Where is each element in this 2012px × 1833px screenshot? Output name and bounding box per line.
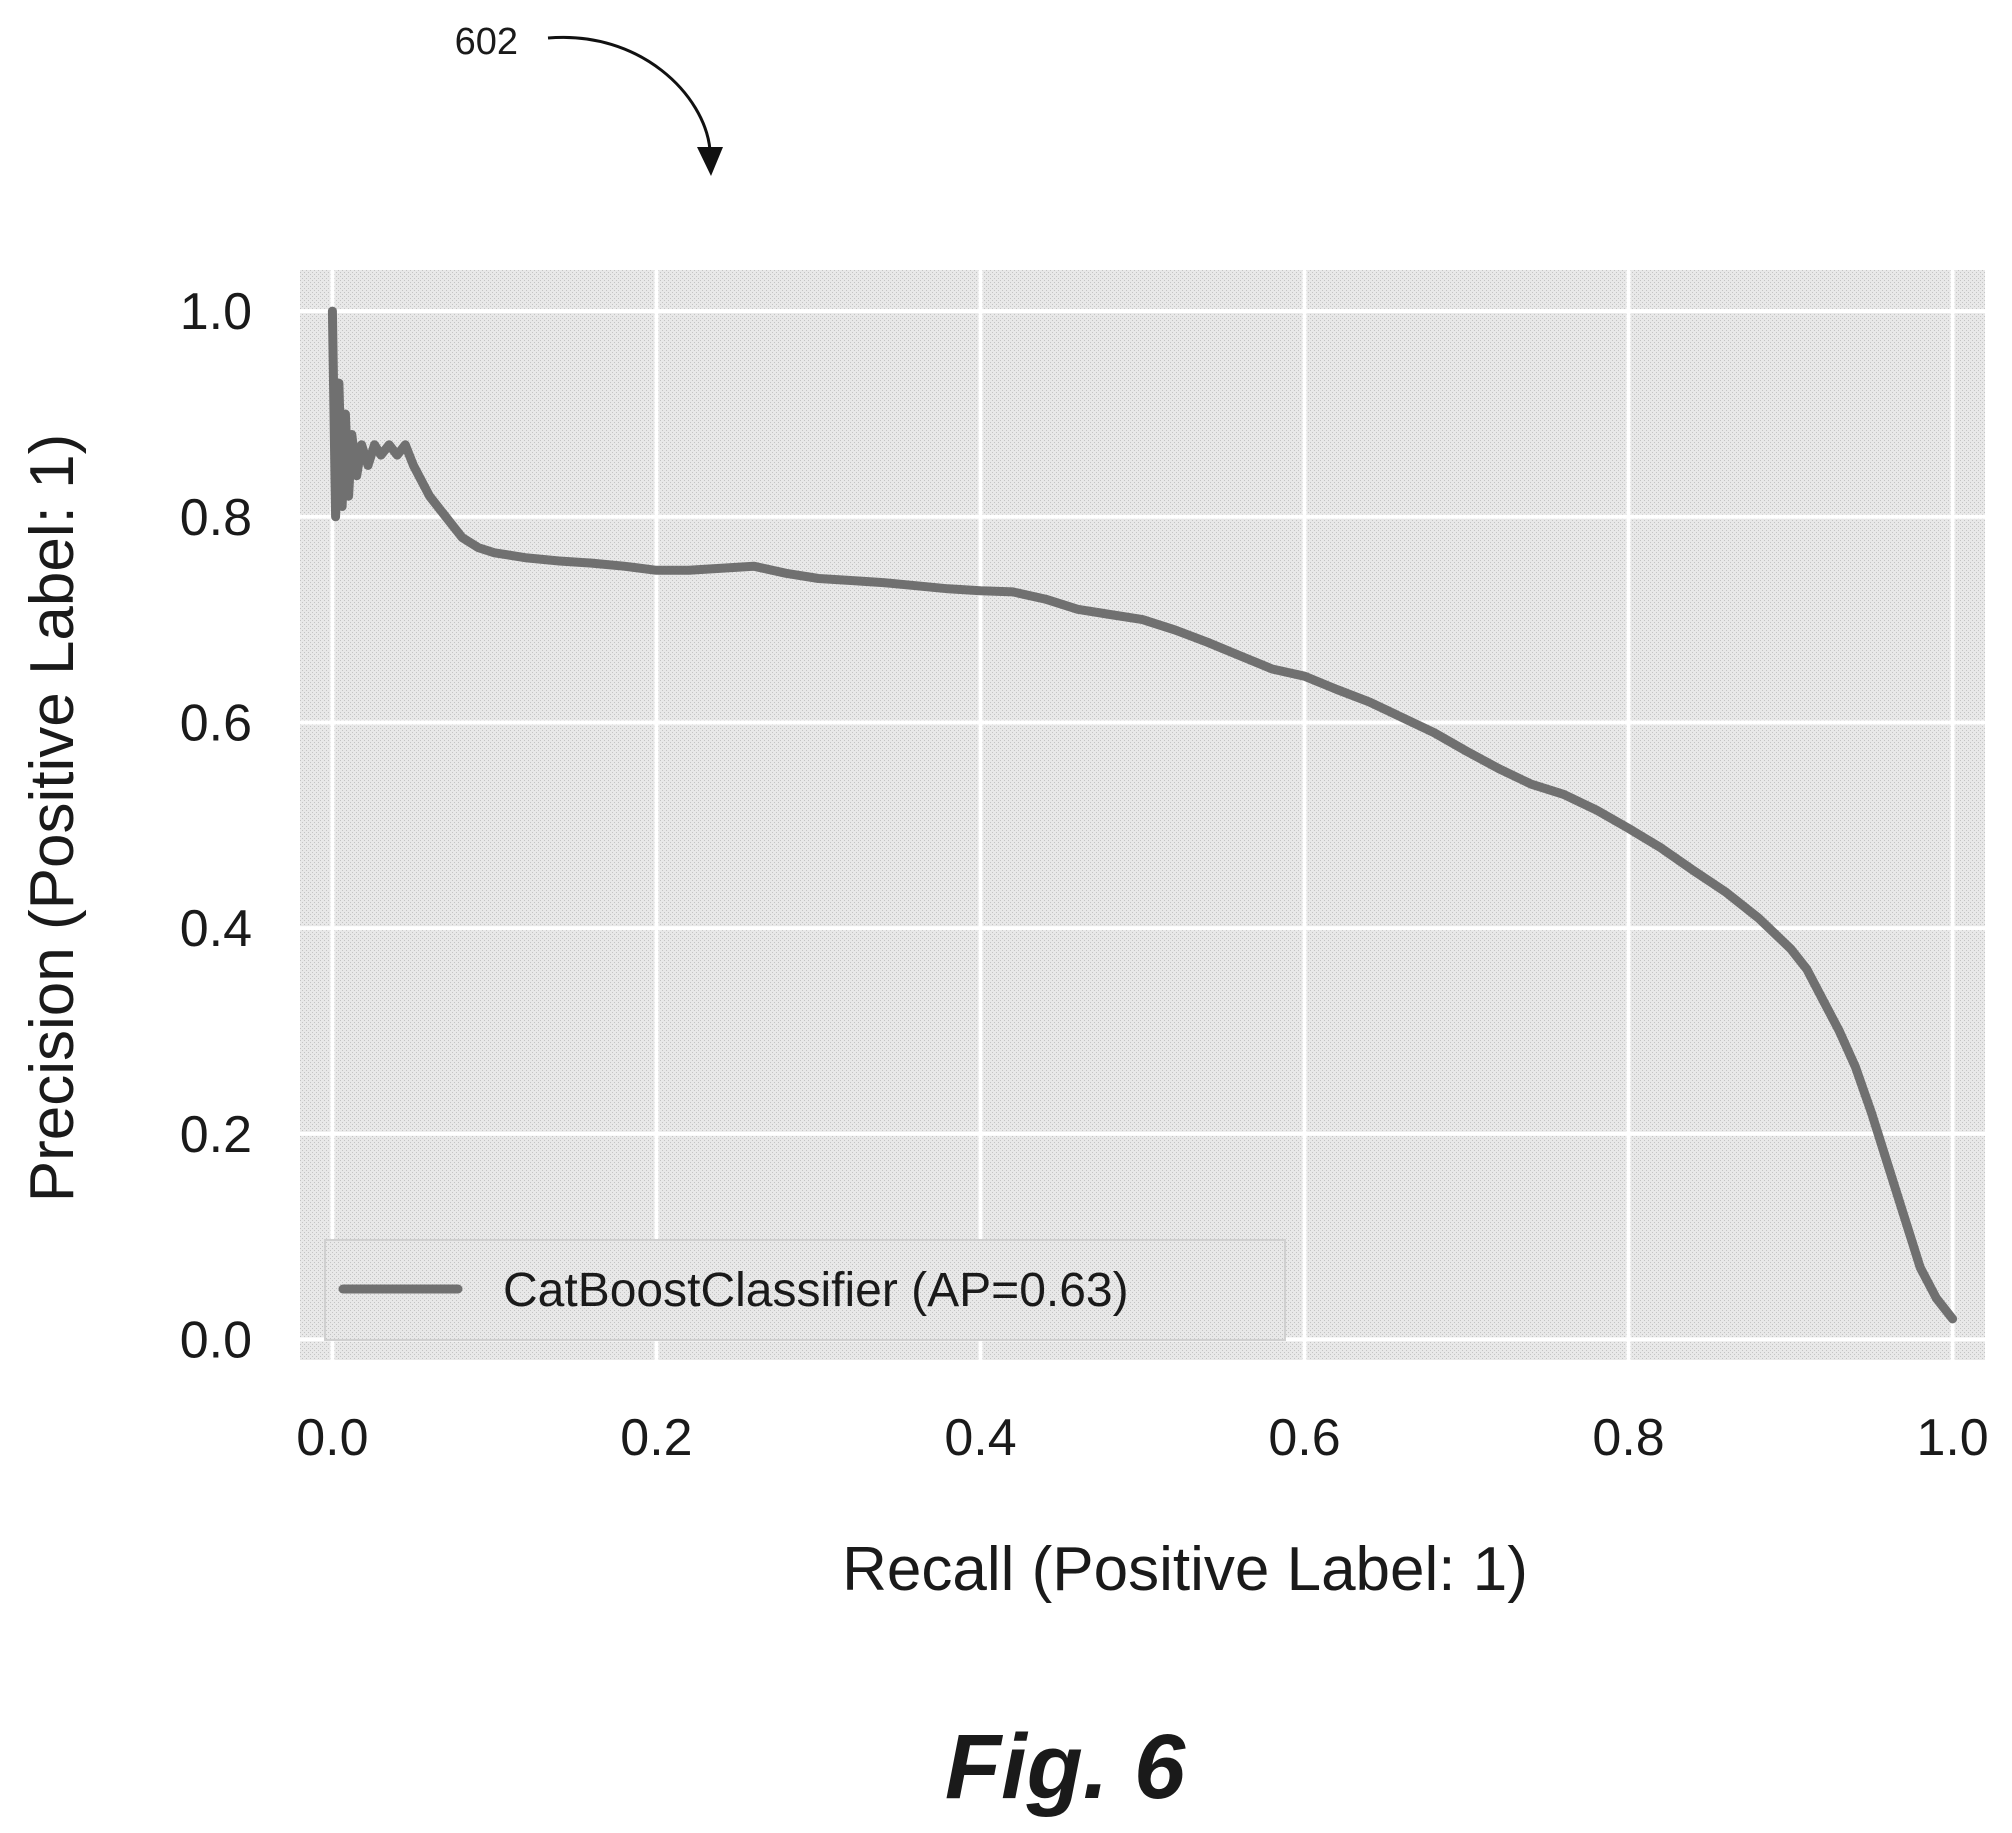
- series-line-catboostclassifier: [327, 306, 1958, 1324]
- x-axis-label: Recall (Positive Label: 1): [842, 1535, 1528, 1604]
- x-tick-label: 0.6: [1268, 1409, 1340, 1467]
- legend: CatBoostClassifier (AP=0.63): [324, 1239, 1286, 1341]
- reference-arrow: [547, 35, 712, 151]
- plot-area: [300, 270, 1985, 1360]
- legend-box: [324, 1239, 1286, 1341]
- legend-label: CatBoostClassifier (AP=0.63): [503, 1264, 1129, 1317]
- y-tick-label: 0.6: [180, 694, 252, 752]
- x-tick-label: 0.2: [620, 1409, 692, 1467]
- y-tick-label: 0.0: [180, 1311, 252, 1369]
- y-tick-label: 0.8: [180, 489, 252, 547]
- x-tick-label: 0.0: [296, 1409, 368, 1467]
- x-axis-ticks: 0.0 0.2 0.4 0.6 0.8 1.0: [296, 1409, 1988, 1467]
- y-axis-ticks: 0.0 0.2 0.4 0.6 0.8 1.0: [180, 283, 252, 1369]
- chart: 0.0 0.2 0.4 0.6 0.8 1.0 0.0 0.2 0.4 0.6 0.8 1.0 Ca…: [18, 270, 1989, 1604]
- y-tick-label: 1.0: [180, 283, 252, 341]
- x-tick-label: 1.0: [1916, 1409, 1988, 1467]
- x-tick-label: 0.4: [944, 1409, 1016, 1467]
- figure-caption: Fig. 6: [945, 1716, 1186, 1818]
- reference-label: 602: [455, 21, 518, 63]
- y-axis-label: Precision (Positive Label: 1): [18, 434, 87, 1202]
- y-tick-label: 0.4: [180, 900, 252, 958]
- y-tick-label: 0.2: [180, 1106, 252, 1164]
- x-tick-label: 0.8: [1592, 1409, 1664, 1467]
- reference-arrow-head: [697, 147, 723, 176]
